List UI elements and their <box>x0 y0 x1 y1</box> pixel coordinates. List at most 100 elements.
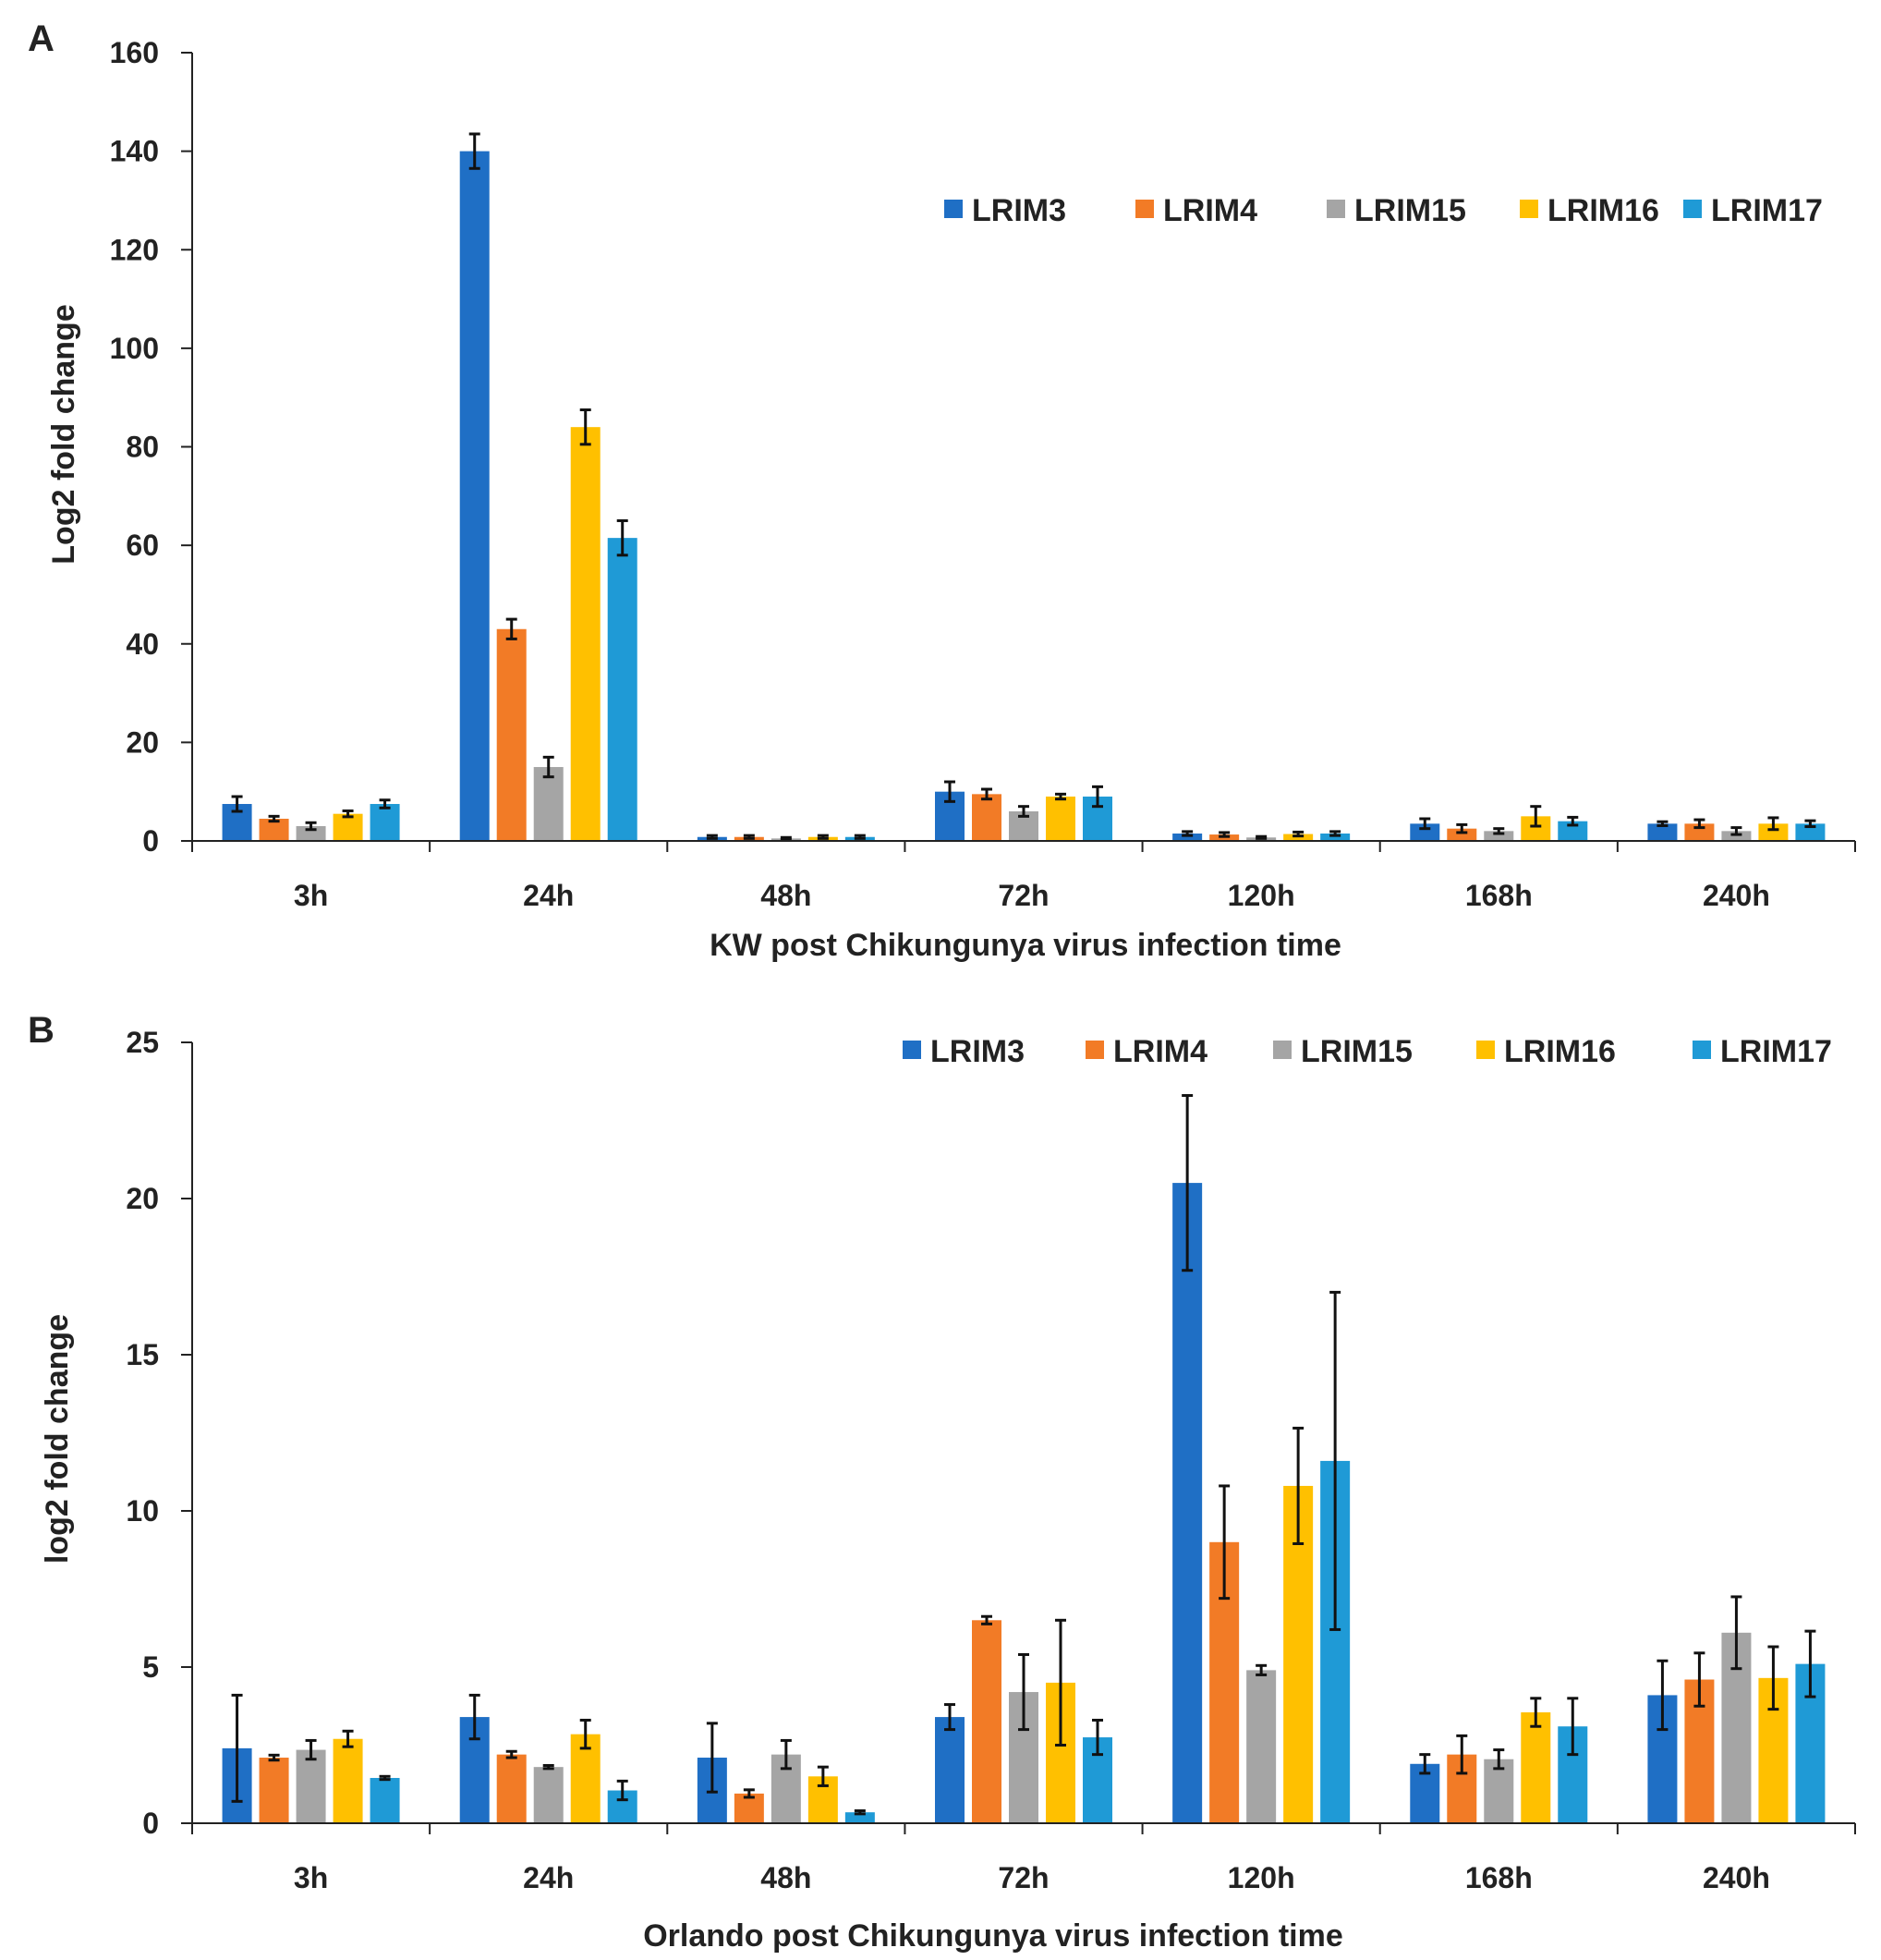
panel-a-error-bar <box>1182 830 1194 837</box>
panel-a-ytick-label: 40 <box>126 627 159 661</box>
panel-b-error-bar <box>817 1765 829 1787</box>
panel-b-legend-label: LRIM16 <box>1504 1034 1616 1069</box>
panel-a-bar-lrim3 <box>1172 834 1203 841</box>
panel-a-legend: LRIM3 LRIM4 LRIM15 LRIM16 LRIM17 <box>944 193 1823 228</box>
panel-a-bar-lrim17 <box>370 804 400 841</box>
panel-b-legend-swatch <box>1086 1041 1104 1059</box>
panel-a-legend-item-lrim17: LRIM17 <box>1683 193 1823 228</box>
panel-b-legend-label: LRIM4 <box>1113 1034 1207 1069</box>
panel-a-legend-label: LRIM16 <box>1547 193 1659 228</box>
panel-a-error-bar <box>944 780 955 803</box>
panel-b-legend-item-lrim17: LRIM17 <box>1693 1034 1832 1069</box>
panel-b-error-bar <box>854 1808 866 1816</box>
panel-b-error-bar <box>1530 1697 1542 1728</box>
panel-b-error-bar <box>1730 1595 1742 1671</box>
panel-a-legend-label: LRIM15 <box>1354 193 1466 228</box>
panel-a-bar-lrim4 <box>1447 828 1477 841</box>
panel-b-error-bar <box>1055 1618 1066 1747</box>
panel-a-error-bar <box>817 834 829 840</box>
panel-a-ytick-label: 160 <box>110 36 159 69</box>
panel-b-bars <box>222 1183 1826 1823</box>
panel-a-xtick-label: 240h <box>1703 879 1770 912</box>
panel-a-bar-lrim4 <box>259 819 289 841</box>
panel-b-legend-label: LRIM15 <box>1301 1034 1413 1069</box>
panel-b-x-categories: 3h 24h 48h 72h 120h 168h 240h <box>191 1823 1856 1894</box>
panel-b-error-bar <box>1219 1484 1231 1601</box>
panel-a-bar-lrim17 <box>1558 821 1588 841</box>
panel-b-error-bar <box>981 1614 992 1625</box>
panel-a-legend-item-lrim4: LRIM4 <box>1135 193 1257 228</box>
panel-a-bars <box>222 151 1826 841</box>
panel-a-xtick-label: 48h <box>760 879 811 912</box>
panel-a-error-bar <box>1329 830 1341 837</box>
panel-a-error-bar <box>1419 817 1431 831</box>
panel-b-legend-item-lrim15: LRIM15 <box>1273 1034 1413 1069</box>
panel-a: A Log2 fold change KW post Chikungunya v… <box>28 18 1856 963</box>
panel-b-error-bar <box>944 1703 955 1732</box>
panel-a-error-bar <box>1730 826 1742 836</box>
panel-a-error-bar <box>706 834 718 840</box>
panel-a-error-bar <box>981 787 992 801</box>
panel-a-bar-lrim15 <box>533 767 564 841</box>
panel-a-bar-lrim3 <box>1410 823 1440 841</box>
panel-b-bar-lrim4 <box>259 1758 289 1823</box>
panel-a-error-bar <box>1456 822 1468 834</box>
panel-b-bar-lrim16 <box>1521 1712 1551 1823</box>
panel-b-error-bar <box>743 1788 755 1799</box>
panel-b-legend-item-lrim3: LRIM3 <box>903 1034 1025 1069</box>
panel-b-legend-item-lrim16: LRIM16 <box>1476 1034 1616 1069</box>
panel-b-ytick-label: 10 <box>126 1494 159 1528</box>
panel-a-legend-label: LRIM17 <box>1711 193 1823 228</box>
panel-b-bar-lrim17 <box>844 1812 875 1823</box>
panel-a-xtick-label: 3h <box>294 879 328 912</box>
panel-b-error-bar <box>1419 1753 1431 1775</box>
panel-a-error-bar <box>468 132 480 170</box>
panel-a-error-bar <box>1530 805 1542 828</box>
panel-b-ytick-label: 15 <box>126 1338 159 1371</box>
panel-a-error-bar <box>542 755 554 779</box>
panel-b-error-bar <box>379 1774 391 1782</box>
panel-b-xtick-label: 24h <box>523 1861 574 1894</box>
panel-b-bar-lrim17 <box>370 1777 400 1823</box>
panel-a-error-bar <box>305 821 317 832</box>
panel-a-error-bar <box>1567 815 1579 827</box>
panel-a-legend-label: LRIM4 <box>1163 193 1257 228</box>
panel-a-xtick-label: 168h <box>1465 879 1533 912</box>
panel-b: B log2 fold change Orlando post Chikungu… <box>28 1010 1856 1954</box>
panel-a-bar-lrim17 <box>1320 834 1351 841</box>
panel-b-legend-swatch <box>1693 1041 1711 1059</box>
panel-b-xtick-label: 48h <box>760 1861 811 1894</box>
panel-b-xtick-label: 72h <box>998 1861 1049 1894</box>
panel-a-ytick-label: 100 <box>110 332 159 365</box>
panel-a-ytick-label: 60 <box>126 529 159 562</box>
panel-b-error-bar <box>1767 1645 1779 1711</box>
panel-a-ytick-label: 140 <box>110 135 159 168</box>
panel-b-error-bar <box>1182 1093 1194 1272</box>
panel-a-error-bars <box>231 132 1816 841</box>
panel-a-letter: A <box>28 18 55 59</box>
panel-a-error-bar <box>1292 830 1305 838</box>
panel-a-bar-lrim16 <box>1283 834 1314 841</box>
panel-a-error-bar <box>1219 831 1231 838</box>
panel-b-error-bars <box>231 1093 1816 1816</box>
panel-b-bar-lrim16 <box>333 1738 363 1823</box>
panel-a-xlabel: KW post Chikungunya virus infection time <box>710 928 1341 963</box>
panel-b-error-bar <box>505 1749 517 1759</box>
panel-a-ytick-label: 20 <box>126 725 159 759</box>
panel-a-xtick-label: 24h <box>523 879 574 912</box>
panel-a-bar-lrim17 <box>607 538 637 841</box>
panel-b-error-bar <box>1804 1629 1816 1698</box>
panel-b-xtick-label: 240h <box>1703 1861 1770 1894</box>
panel-b-legend-swatch <box>1273 1041 1292 1059</box>
panel-b-error-bar <box>616 1779 628 1802</box>
panel-b-ytick-label: 0 <box>142 1807 159 1840</box>
panel-b-axes <box>191 1042 1855 1824</box>
panel-b-bar-lrim3 <box>935 1717 965 1823</box>
panel-a-bar-lrim15 <box>1721 831 1752 841</box>
panel-b-error-bar <box>1693 1651 1705 1708</box>
panel-b-error-bar <box>1292 1426 1305 1545</box>
panel-b-legend-label: LRIM17 <box>1720 1034 1832 1069</box>
panel-a-bar-lrim3 <box>1647 823 1678 841</box>
